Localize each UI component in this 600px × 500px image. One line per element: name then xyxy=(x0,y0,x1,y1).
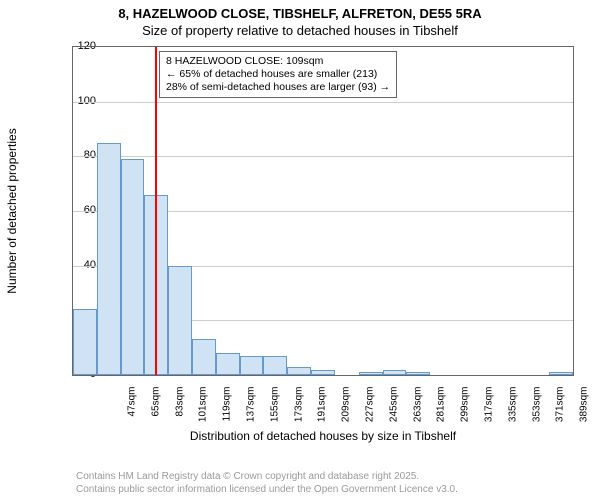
annotation-line: 8 HAZELWOOD CLOSE: 109sqm xyxy=(166,55,390,68)
footer-line: Contains public sector information licen… xyxy=(76,484,458,497)
chart-title-line1: 8, HAZELWOOD CLOSE, TIBSHELF, ALFRETON, … xyxy=(0,6,600,23)
chart-title-line2: Size of property relative to detached ho… xyxy=(0,23,600,40)
histogram-bar xyxy=(97,143,121,375)
histogram-bar xyxy=(192,339,216,375)
histogram-bar xyxy=(216,353,240,375)
histogram-bar xyxy=(406,372,430,375)
plot-area: 47sqm65sqm83sqm101sqm119sqm137sqm155sqm1… xyxy=(72,46,574,376)
x-axis-label: Distribution of detached houses by size … xyxy=(73,429,573,443)
histogram-bar xyxy=(383,370,407,375)
x-tick-label: 389sqm xyxy=(579,387,590,437)
annotation-line: 28% of semi-detached houses are larger (… xyxy=(166,81,390,94)
footer-attribution: Contains HM Land Registry data © Crown c… xyxy=(76,471,458,496)
histogram-bar xyxy=(168,266,192,375)
footer-line: Contains HM Land Registry data © Crown c… xyxy=(76,471,458,484)
histogram-bar xyxy=(549,372,573,375)
gridline xyxy=(73,102,573,103)
reference-line xyxy=(155,47,157,375)
y-axis-label: Number of detached properties xyxy=(5,128,19,293)
chart-container: Number of detached properties 0204060801… xyxy=(44,46,574,416)
histogram-bar xyxy=(287,367,311,375)
histogram-bar xyxy=(73,309,97,375)
histogram-bar xyxy=(359,372,383,375)
histogram-bar xyxy=(121,159,145,375)
annotation-line: ← 65% of detached houses are smaller (21… xyxy=(166,68,390,81)
histogram-bar xyxy=(263,356,287,375)
histogram-bar xyxy=(311,370,335,375)
annotation-box: 8 HAZELWOOD CLOSE: 109sqm ← 65% of detac… xyxy=(159,51,397,98)
gridline xyxy=(73,156,573,157)
histogram-bar xyxy=(240,356,264,375)
chart-title-block: 8, HAZELWOOD CLOSE, TIBSHELF, ALFRETON, … xyxy=(0,0,600,40)
